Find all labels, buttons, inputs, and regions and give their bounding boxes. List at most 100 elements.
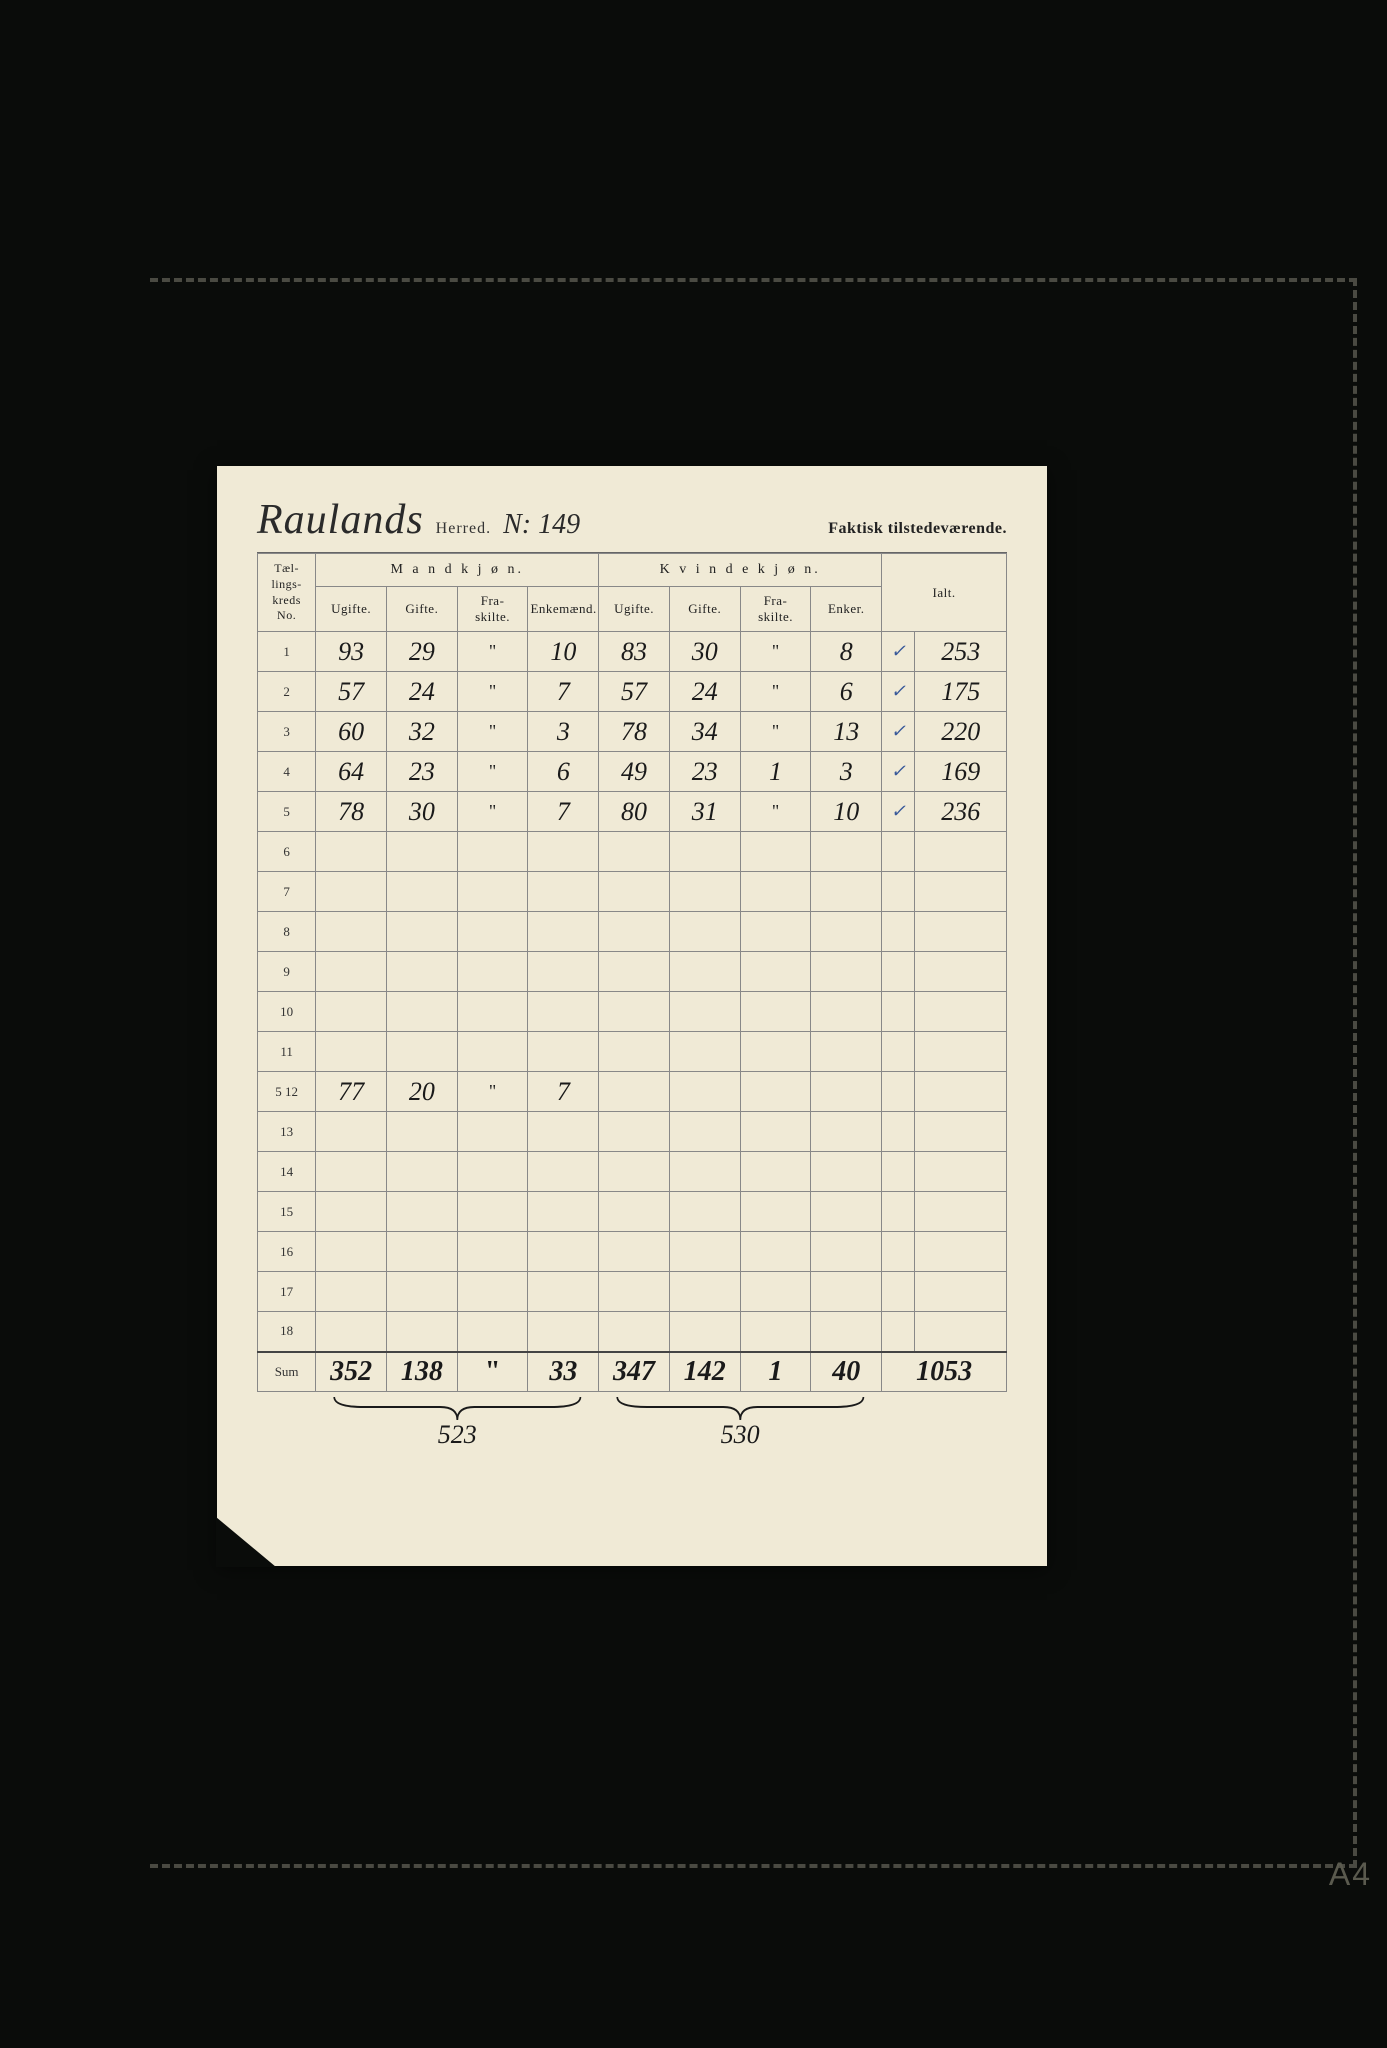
sum-k-enker: 40 bbox=[811, 1352, 882, 1392]
cell-m-3 bbox=[528, 952, 599, 992]
cell-k-0 bbox=[599, 912, 670, 952]
cell-m-2: " bbox=[457, 792, 528, 832]
cell-m-3: 7 bbox=[528, 792, 599, 832]
cell-m-0 bbox=[316, 1232, 387, 1272]
table-row: 8 bbox=[258, 912, 1007, 952]
cell-k-1 bbox=[669, 1232, 740, 1272]
cell-k-3 bbox=[811, 1272, 882, 1312]
cell-m-0 bbox=[316, 1312, 387, 1352]
cell-k-3 bbox=[811, 1232, 882, 1272]
cell-k-0: 78 bbox=[599, 712, 670, 752]
col-header-ialt: Ialt. bbox=[882, 554, 1007, 632]
table-row: 5 127720"7 bbox=[258, 1072, 1007, 1112]
cell-k-2 bbox=[740, 1072, 811, 1112]
cell-m-2: " bbox=[457, 752, 528, 792]
cell-k-3 bbox=[811, 952, 882, 992]
cell-k-2 bbox=[740, 952, 811, 992]
cell-k-1 bbox=[669, 1312, 740, 1352]
cell-k-2: " bbox=[740, 632, 811, 672]
row-number: 2 bbox=[258, 672, 316, 712]
cell-m-0 bbox=[316, 1032, 387, 1072]
cell-m-1: 23 bbox=[386, 752, 457, 792]
cell-m-3 bbox=[528, 872, 599, 912]
cell-k-3 bbox=[811, 1152, 882, 1192]
table-row: 15 bbox=[258, 1192, 1007, 1232]
cell-k-3 bbox=[811, 872, 882, 912]
cell-k-2 bbox=[740, 1272, 811, 1312]
cell-m-3 bbox=[528, 912, 599, 952]
cell-k-2 bbox=[740, 1232, 811, 1272]
cell-m-1 bbox=[386, 1272, 457, 1312]
cell-m-2 bbox=[457, 832, 528, 872]
cell-m-1: 20 bbox=[386, 1072, 457, 1112]
sum-m-enkemaend: 33 bbox=[528, 1352, 599, 1392]
cell-k-3 bbox=[811, 992, 882, 1032]
col-header-m-enkemaend: Enkemænd. bbox=[528, 587, 599, 632]
cell-m-0 bbox=[316, 912, 387, 952]
cell-k-2 bbox=[740, 1112, 811, 1152]
cell-k-0 bbox=[599, 1072, 670, 1112]
cell-m-2 bbox=[457, 912, 528, 952]
row-number: 7 bbox=[258, 872, 316, 912]
cell-k-2: " bbox=[740, 672, 811, 712]
cell-m-2 bbox=[457, 1152, 528, 1192]
cell-m-2 bbox=[457, 1272, 528, 1312]
cell-ialt bbox=[915, 912, 1007, 952]
table-row: 11 bbox=[258, 1032, 1007, 1072]
table-head: Tæl-lings-kredsNo. M a n d k j ø n. K v … bbox=[258, 554, 1007, 632]
row-number: 1 bbox=[258, 632, 316, 672]
cell-k-0 bbox=[599, 992, 670, 1032]
row-number: 6 bbox=[258, 832, 316, 872]
sum-label: Sum bbox=[258, 1352, 316, 1392]
cell-m-1 bbox=[386, 992, 457, 1032]
sum-k-fraskilte: 1 bbox=[740, 1352, 811, 1392]
check-mark: ✓ bbox=[882, 632, 915, 672]
cell-ialt bbox=[915, 1232, 1007, 1272]
row-number: 10 bbox=[258, 992, 316, 1032]
check-mark bbox=[882, 992, 915, 1032]
sum-m-ugifte: 352 bbox=[316, 1352, 387, 1392]
cell-m-1: 24 bbox=[386, 672, 457, 712]
row-number: 18 bbox=[258, 1312, 316, 1352]
cell-m-2: " bbox=[457, 712, 528, 752]
cell-ialt bbox=[915, 952, 1007, 992]
col-header-k-ugifte: Ugifte. bbox=[599, 587, 670, 632]
table-row: 16 bbox=[258, 1232, 1007, 1272]
check-mark bbox=[882, 1152, 915, 1192]
cell-k-0: 83 bbox=[599, 632, 670, 672]
cell-m-3 bbox=[528, 1272, 599, 1312]
cell-m-1 bbox=[386, 1032, 457, 1072]
cell-k-1 bbox=[669, 912, 740, 952]
cell-m-0: 60 bbox=[316, 712, 387, 752]
cell-k-1 bbox=[669, 872, 740, 912]
cell-ialt bbox=[915, 1112, 1007, 1152]
cell-m-2 bbox=[457, 1112, 528, 1152]
row-number: 16 bbox=[258, 1232, 316, 1272]
row-number: 5 bbox=[258, 792, 316, 832]
cut-corner bbox=[216, 1517, 276, 1567]
check-mark: ✓ bbox=[882, 712, 915, 752]
table-row: 7 bbox=[258, 872, 1007, 912]
sum-ialt: 1053 bbox=[882, 1352, 1007, 1392]
cell-k-3 bbox=[811, 832, 882, 872]
cell-k-3: 3 bbox=[811, 752, 882, 792]
cell-m-1 bbox=[386, 1192, 457, 1232]
table-body: 19329"108330"8✓25325724"75724"6✓17536032… bbox=[258, 632, 1007, 1352]
table-row: 19329"108330"8✓253 bbox=[258, 632, 1007, 672]
cell-m-3: 3 bbox=[528, 712, 599, 752]
cell-k-3 bbox=[811, 1192, 882, 1232]
cell-m-2 bbox=[457, 992, 528, 1032]
cell-m-2 bbox=[457, 952, 528, 992]
cell-k-0 bbox=[599, 1152, 670, 1192]
row-number: 15 bbox=[258, 1192, 316, 1232]
cell-k-0: 80 bbox=[599, 792, 670, 832]
check-mark bbox=[882, 872, 915, 912]
check-mark bbox=[882, 912, 915, 952]
cell-m-1 bbox=[386, 912, 457, 952]
cell-m-0 bbox=[316, 1112, 387, 1152]
check-mark bbox=[882, 832, 915, 872]
row-number: 17 bbox=[258, 1272, 316, 1312]
cell-k-0: 57 bbox=[599, 672, 670, 712]
cell-k-2 bbox=[740, 1192, 811, 1232]
cell-m-1 bbox=[386, 1152, 457, 1192]
